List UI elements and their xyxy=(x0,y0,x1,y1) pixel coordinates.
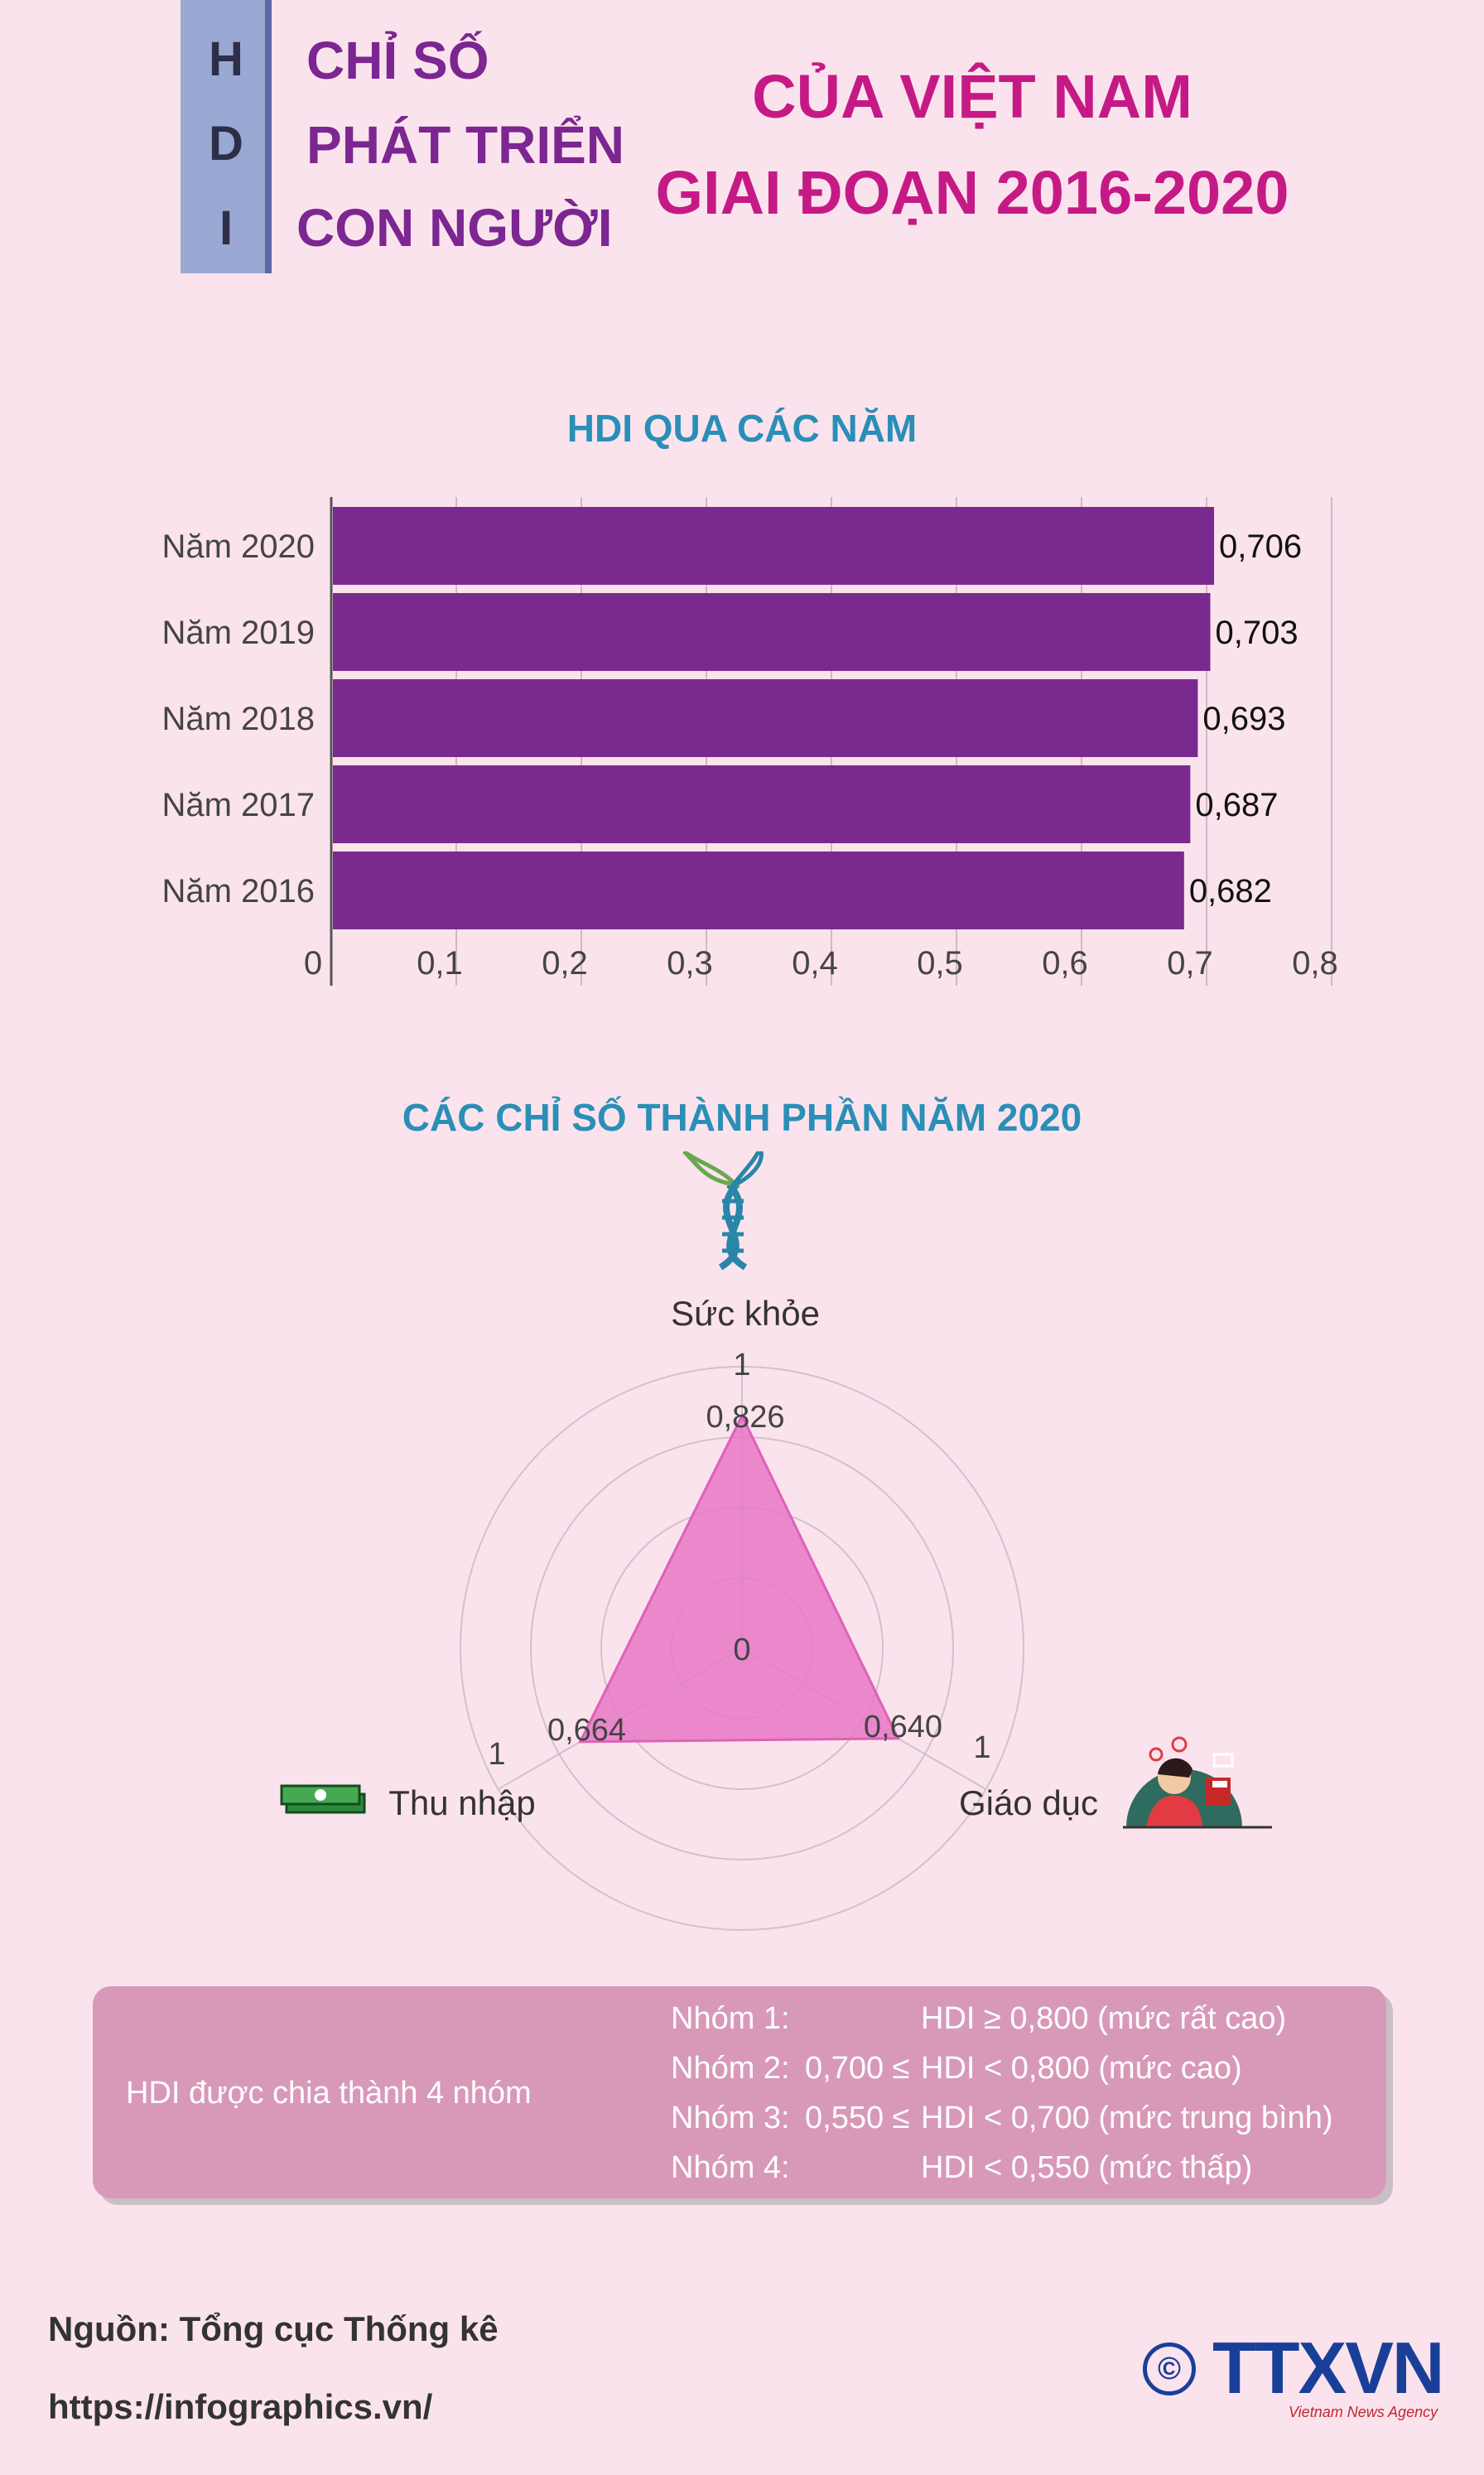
group-3-name: Nhóm 3: xyxy=(671,2101,790,2135)
radar-center-label: 0 xyxy=(733,1633,750,1667)
hdi-letter-d: D xyxy=(209,117,243,171)
axis-name-income: Thu nhập xyxy=(388,1783,535,1822)
title-line-1: CHỈ SỐ xyxy=(306,31,489,90)
hdi-radar-chart: 0,826 0,640 0,664 0 1 1 1 Sức khỏe Giáo dục Thu n… xyxy=(280,1151,1272,1931)
category-label: Năm 2020 xyxy=(161,528,315,565)
group-2-name: Nhóm 2: xyxy=(671,2051,790,2086)
radar-max-label: 1 xyxy=(973,1730,990,1765)
student-reading-icon xyxy=(1123,1736,1272,1829)
hdi-bar-chart: Năm 2020 0,706 Năm 2019 0,703 Năm 2018 0,693 N… xyxy=(161,497,1338,986)
group-2-rule: HDI < 0,800 (mức cao) xyxy=(921,2051,1242,2086)
axis-name-health: Sức khỏe xyxy=(671,1294,820,1333)
value-label: 0,687 xyxy=(1195,787,1278,823)
bar-năm-2018 xyxy=(333,679,1198,757)
group-1-name: Nhóm 1: xyxy=(671,2001,790,2036)
x-tick-label: 0,5 xyxy=(917,945,963,982)
bar-năm-2020 xyxy=(333,507,1215,585)
groups-label: HDI được chia thành 4 nhóm xyxy=(126,2076,532,2111)
value-label: 0,703 xyxy=(1216,615,1298,651)
radar-value-label: 0,826 xyxy=(706,1400,784,1435)
value-label: 0,706 xyxy=(1219,528,1302,565)
radar-max-label: 1 xyxy=(488,1737,505,1772)
x-tick-label: 0,8 xyxy=(1292,945,1338,982)
group-4-rule: HDI < 0,550 (mức thấp) xyxy=(921,2150,1253,2185)
x-tick-label: 0,1 xyxy=(417,945,463,982)
bar-năm-2017 xyxy=(333,765,1191,843)
source-text: Nguồn: Tổng cục Thống kê xyxy=(48,2309,499,2348)
title-right-line-2: GIAI ĐOẠN 2016-2020 xyxy=(655,158,1289,227)
group-3-rule: HDI < 0,700 (mức trung bình) xyxy=(921,2101,1333,2135)
x-tick-label: 0,3 xyxy=(667,945,713,982)
x-tick-label: 0,2 xyxy=(542,945,588,982)
bar-chart-title: HDI QUA CÁC NĂM xyxy=(566,407,918,450)
category-label: Năm 2019 xyxy=(161,615,315,651)
radar-area xyxy=(578,1412,900,1744)
radar-max-label: 1 xyxy=(733,1348,750,1382)
hdi-groups-box: HDI được chia thành 4 nhóm Nhóm 1: HDI ≥… xyxy=(93,1986,1386,2198)
category-label: Năm 2016 xyxy=(161,873,315,909)
title-line-3: CON NGƯỜI xyxy=(296,198,613,258)
copyright-icon: © xyxy=(1143,2342,1196,2395)
value-label: 0,693 xyxy=(1202,701,1285,737)
logo-text: TTXVN xyxy=(1212,2327,1444,2409)
bar-năm-2016 xyxy=(333,852,1184,929)
dna-plant-icon xyxy=(682,1151,764,1271)
hdi-letter-h: H xyxy=(209,32,243,86)
axis-name-education: Giáo dục xyxy=(959,1783,1098,1822)
logo-subtext: Vietnam News Agency xyxy=(1289,2404,1438,2420)
value-label: 0,682 xyxy=(1189,873,1272,909)
bar-năm-2019 xyxy=(333,593,1211,671)
hdi-letter-i: I xyxy=(219,201,234,255)
source-url[interactable]: https://infographics.vn/ xyxy=(48,2387,433,2426)
radar-chart-title: CÁC CHỈ SỐ THÀNH PHẦN NĂM 2020 xyxy=(402,1096,1082,1139)
group-4-name: Nhóm 4: xyxy=(671,2150,790,2185)
x-tick-label: 0,4 xyxy=(792,945,838,982)
radar-value-label: 0,640 xyxy=(864,1710,942,1744)
x-tick-label: 0,7 xyxy=(1167,945,1213,982)
group-1-rule: HDI ≥ 0,800 (mức rất cao) xyxy=(921,2001,1287,2036)
money-stack-icon xyxy=(280,1784,366,1814)
title-right-line-1: CỦA VIỆT NAM xyxy=(752,62,1192,131)
x-tick-label: 0 xyxy=(304,945,322,982)
radar-value-label: 0,664 xyxy=(547,1713,626,1748)
hdi-letter-box: H D I xyxy=(181,0,272,273)
category-label: Năm 2018 xyxy=(161,701,315,737)
group-2-mid: 0,700 ≤ xyxy=(805,2051,910,2086)
group-3-mid: 0,550 ≤ xyxy=(805,2101,910,2135)
x-tick-label: 0,6 xyxy=(1042,945,1088,982)
title-line-2: PHÁT TRIỂN xyxy=(306,115,624,175)
category-label: Năm 2017 xyxy=(161,787,315,823)
